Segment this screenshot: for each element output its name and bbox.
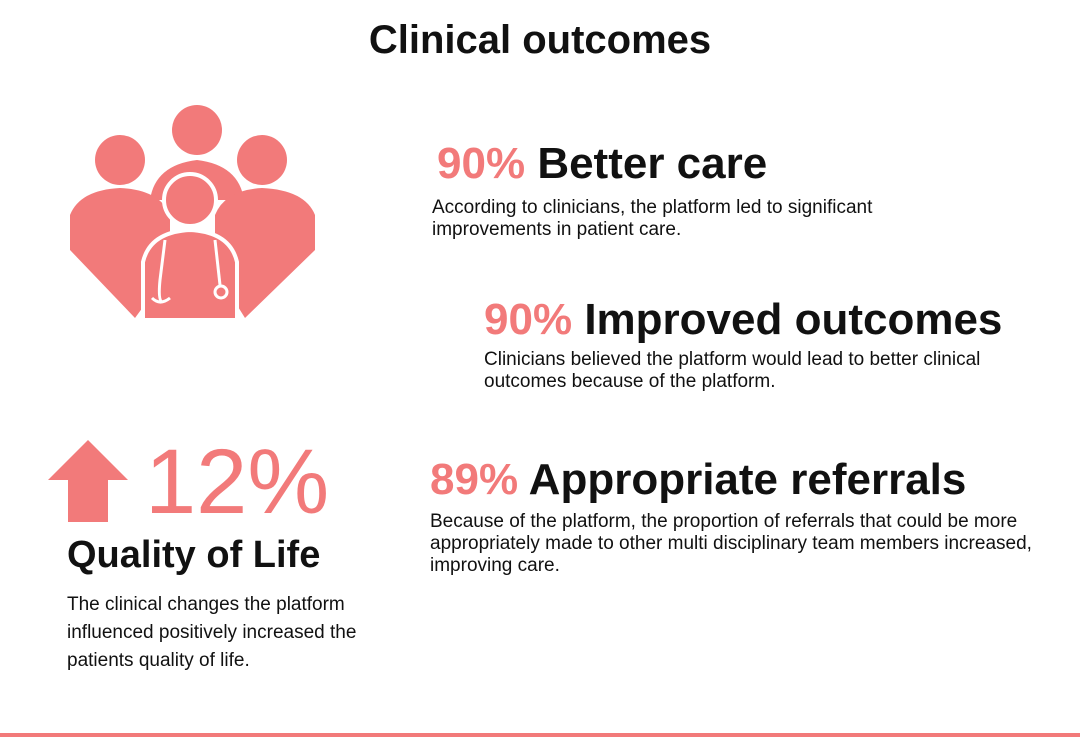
up-arrow-icon <box>48 440 128 522</box>
stat-label: Better care <box>537 139 768 188</box>
highlight-percent: 12% <box>145 431 330 533</box>
stat-heading: 90% Better care <box>437 142 767 186</box>
stat-description: According to clinicians, the platform le… <box>432 197 873 240</box>
stat-label: Appropriate referrals <box>528 455 967 504</box>
bottom-rule <box>0 733 1080 737</box>
title: Clinical outcomes <box>368 18 712 62</box>
stat-heading: 90% Improved outcomes <box>484 298 1002 342</box>
stat-percent: 90% <box>484 295 573 344</box>
stat-percent: 89% <box>430 455 519 504</box>
highlight-description: The clinical changes the platform influe… <box>67 594 357 671</box>
stat-description: Because of the platform, the proportion … <box>430 511 1032 576</box>
highlight-label: Quality of Life <box>67 534 321 576</box>
stat-description: Clinicians believed the platform would l… <box>484 349 981 392</box>
stat-percent: 90% <box>437 139 526 188</box>
stat-heading: 89% Appropriate referrals <box>430 458 966 502</box>
stat-label: Improved outcomes <box>584 295 1003 344</box>
clinicians-icon <box>70 105 315 322</box>
